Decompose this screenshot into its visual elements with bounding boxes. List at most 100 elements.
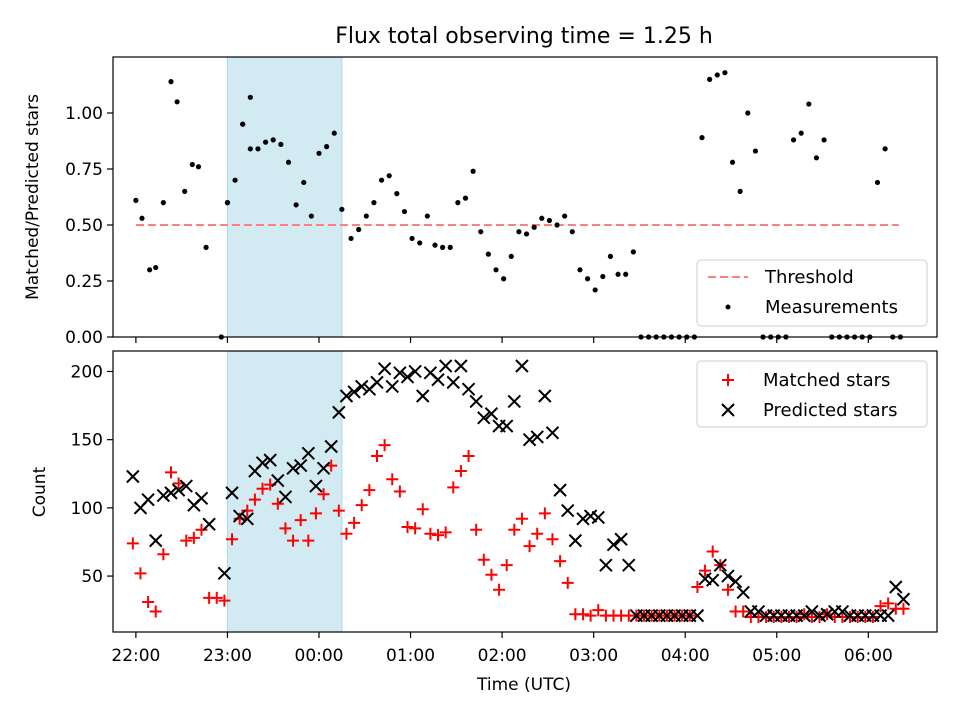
predicted-star-point xyxy=(530,430,544,444)
matched-star-point xyxy=(218,594,231,607)
measurement-point xyxy=(270,137,276,143)
matched-star-point xyxy=(309,507,322,520)
measurement-point xyxy=(798,130,804,136)
predicted-star-point xyxy=(194,491,209,506)
measurement-point xyxy=(821,137,827,143)
matched-star-point xyxy=(248,493,261,506)
matched-star-point xyxy=(149,605,162,618)
top-panel: 0.00 0.25 0.50 0.75 1.00 Matched/Predicted s… xyxy=(23,56,938,348)
matched-star-point xyxy=(134,567,147,580)
measurement-point xyxy=(577,267,583,273)
measurement-point xyxy=(874,179,881,186)
predicted-star-point xyxy=(454,359,468,373)
measurement-point xyxy=(440,244,446,250)
predicted-star-point xyxy=(301,446,316,461)
matched-star-point xyxy=(241,504,254,517)
matched-star-point xyxy=(592,604,605,617)
legend-measurements-swatch xyxy=(725,304,731,310)
predicted-star-point xyxy=(889,580,903,594)
predicted-star-point xyxy=(622,558,636,572)
x-tick-label: 02:00 xyxy=(478,646,527,666)
matched-star-point xyxy=(874,600,887,613)
predicted-star-point xyxy=(278,490,293,504)
matched-star-point xyxy=(515,512,528,525)
predicted-star-point xyxy=(835,604,850,619)
predicted-star-point xyxy=(232,509,247,523)
predicted-star-point xyxy=(881,608,895,623)
measurement-point xyxy=(546,217,553,224)
measurement-point xyxy=(455,200,461,206)
matched-star-point xyxy=(126,537,139,550)
predicted-star-point xyxy=(690,608,705,623)
matched-star-point xyxy=(287,534,300,547)
measurement-point xyxy=(790,137,797,143)
top-y-tick-label: 0.25 xyxy=(65,272,103,292)
predicted-star-point xyxy=(309,479,323,493)
measurement-point xyxy=(168,79,174,85)
matched-star-point xyxy=(226,533,239,546)
matched-star-point xyxy=(378,439,391,452)
bottom-y-tick-label: 50 xyxy=(81,567,103,587)
measurement-point xyxy=(331,130,337,136)
predicted-star-point xyxy=(171,483,186,497)
matched-star-point xyxy=(691,580,704,593)
measurement-point xyxy=(189,161,195,168)
measurement-point xyxy=(523,231,530,237)
x-tick-label: 04:00 xyxy=(661,646,710,666)
measurement-point xyxy=(745,110,751,116)
matched-star-point xyxy=(317,488,330,501)
predicted-star-point xyxy=(263,453,277,467)
matched-star-point xyxy=(195,523,208,536)
predicted-star-point xyxy=(736,585,750,600)
predicted-star-point xyxy=(217,566,232,581)
matched-star-point xyxy=(584,609,597,622)
predicted-star-point xyxy=(469,394,483,409)
measurement-point xyxy=(139,215,145,221)
measurement-point xyxy=(531,224,537,230)
predicted-star-point xyxy=(713,558,728,572)
measurement-point xyxy=(371,200,377,206)
observing-span xyxy=(226,56,343,338)
measurement-point xyxy=(508,253,514,259)
top-y-tick-label: 1.00 xyxy=(65,104,103,124)
top-y-tick-label: 0.50 xyxy=(65,216,103,236)
predicted-star-point xyxy=(149,533,163,548)
x-tick-label: 03:00 xyxy=(569,646,618,666)
measurement-point xyxy=(714,72,720,78)
bottom-legend: Matched stars Predicted stars xyxy=(696,360,928,428)
predicted-star-point xyxy=(385,379,399,394)
measurement-point xyxy=(539,215,545,221)
predicted-star-point xyxy=(339,389,354,403)
predicted-star-point xyxy=(797,608,811,623)
measurement-point xyxy=(240,121,246,127)
predicted-star-point xyxy=(332,405,346,420)
matched-star-point xyxy=(462,450,475,463)
measurement-point xyxy=(737,188,743,194)
x-tick-label: 06:00 xyxy=(844,646,893,666)
matched-star-point xyxy=(531,527,544,540)
predicted-star-point xyxy=(568,533,583,548)
measurement-point xyxy=(386,173,392,179)
measurement-point xyxy=(424,213,430,219)
measurement-point xyxy=(485,251,491,257)
matched-star-point xyxy=(554,555,567,568)
top-legend: Threshold Measurements xyxy=(696,259,928,327)
predicted-star-point xyxy=(202,517,216,531)
measurement-point xyxy=(584,276,591,282)
measurement-point xyxy=(339,206,345,212)
measurement-point xyxy=(569,229,575,235)
measurement-point xyxy=(255,146,261,152)
legend-predicted-label: Predicted stars xyxy=(763,400,897,421)
predicted-star-point xyxy=(721,569,735,583)
measurement-point xyxy=(363,213,369,219)
matched-star-point xyxy=(256,482,269,495)
chart-title: Flux total observing time = 1.25 h xyxy=(335,24,713,49)
measurement-point xyxy=(699,135,705,141)
predicted-star-point xyxy=(805,604,819,619)
predicted-star-point xyxy=(377,362,392,376)
matched-star-point xyxy=(439,526,452,539)
bottom-panel: 50 100 150 200 22:00 23:00 00:00 01:00 02:00 03:… xyxy=(30,350,938,695)
predicted-star-point xyxy=(477,411,491,425)
predicted-star-point xyxy=(561,503,575,518)
x-tick-label: 22:00 xyxy=(111,646,160,666)
